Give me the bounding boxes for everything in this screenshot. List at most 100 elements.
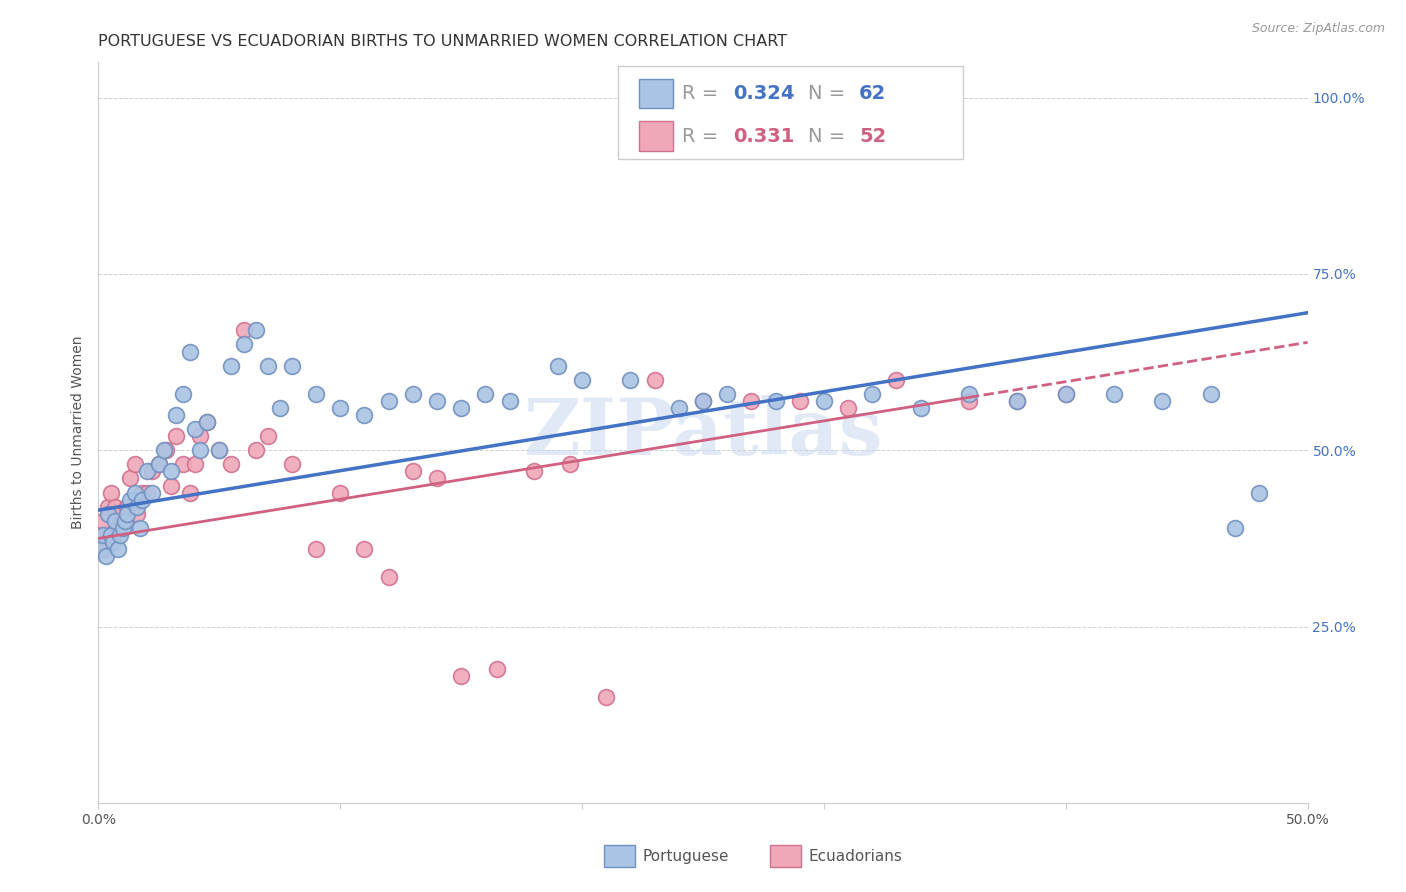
Point — [329, 401, 352, 415]
Point — [160, 464, 183, 478]
Point — [131, 485, 153, 500]
Point — [165, 429, 187, 443]
Point — [789, 393, 811, 408]
Point — [104, 514, 127, 528]
Point — [100, 528, 122, 542]
Text: 62: 62 — [859, 84, 886, 103]
Point — [245, 323, 267, 337]
Point — [886, 373, 908, 387]
Point — [172, 458, 194, 472]
Point — [281, 359, 304, 373]
Point — [128, 521, 150, 535]
Point — [108, 507, 131, 521]
Point — [165, 408, 187, 422]
Point — [188, 429, 211, 443]
Point — [957, 387, 980, 401]
Point — [957, 393, 980, 408]
Point — [547, 359, 569, 373]
Text: ZIPatlas: ZIPatlas — [523, 394, 883, 471]
Point — [1102, 387, 1125, 401]
Point — [208, 443, 231, 458]
Point — [474, 387, 496, 401]
Point — [90, 541, 112, 556]
Point — [1007, 393, 1029, 408]
Point — [107, 541, 129, 556]
Point — [108, 528, 131, 542]
Point — [1054, 387, 1077, 401]
Point — [498, 393, 520, 408]
Point — [135, 464, 157, 478]
Point — [100, 485, 122, 500]
Point — [148, 458, 170, 472]
Text: N =: N = — [808, 127, 852, 145]
Point — [184, 422, 207, 436]
Text: R =: R = — [682, 84, 725, 103]
Point — [813, 393, 835, 408]
Point — [269, 401, 291, 415]
Bar — [638, 78, 673, 109]
Point — [377, 570, 399, 584]
Point — [1199, 387, 1222, 401]
Point — [450, 669, 472, 683]
Point — [127, 507, 149, 521]
Point — [141, 485, 163, 500]
Point — [232, 323, 254, 337]
Text: 52: 52 — [859, 127, 886, 145]
Point — [131, 492, 153, 507]
Text: 0.331: 0.331 — [734, 127, 794, 145]
Point — [692, 393, 714, 408]
Point — [740, 393, 762, 408]
Point — [668, 401, 690, 415]
Point — [111, 514, 134, 528]
Point — [141, 464, 163, 478]
Text: R =: R = — [682, 127, 725, 145]
Point — [245, 443, 267, 458]
Point — [195, 415, 218, 429]
Point — [118, 471, 141, 485]
Point — [195, 415, 218, 429]
Point — [152, 443, 174, 458]
Point — [97, 507, 120, 521]
Point — [90, 528, 112, 542]
Point — [1054, 387, 1077, 401]
Point — [402, 387, 425, 401]
Point — [118, 492, 141, 507]
Point — [91, 528, 114, 542]
Point — [155, 443, 177, 458]
Bar — [769, 845, 801, 867]
Point — [450, 401, 472, 415]
Point — [188, 443, 211, 458]
Point — [148, 458, 170, 472]
Point — [837, 401, 859, 415]
Point — [232, 337, 254, 351]
Point — [558, 458, 581, 472]
Point — [329, 485, 352, 500]
Text: Ecuadorians: Ecuadorians — [808, 848, 903, 863]
Point — [124, 458, 146, 472]
Point — [426, 393, 449, 408]
Bar — [638, 121, 673, 151]
Point — [101, 528, 124, 542]
Point — [91, 514, 114, 528]
Point — [353, 541, 375, 556]
Point — [184, 458, 207, 472]
Point — [135, 485, 157, 500]
Text: Portuguese: Portuguese — [643, 848, 730, 863]
Point — [1249, 485, 1271, 500]
Text: Source: ZipAtlas.com: Source: ZipAtlas.com — [1251, 22, 1385, 36]
Point — [281, 458, 304, 472]
Point — [256, 359, 278, 373]
Point — [1007, 393, 1029, 408]
Point — [114, 514, 136, 528]
Point — [523, 464, 546, 478]
Point — [644, 373, 666, 387]
FancyBboxPatch shape — [619, 66, 963, 159]
Point — [97, 500, 120, 514]
Point — [1152, 393, 1174, 408]
Point — [94, 541, 117, 556]
Point — [716, 387, 738, 401]
Point — [486, 662, 509, 676]
Point — [104, 500, 127, 514]
Point — [860, 387, 883, 401]
Point — [377, 393, 399, 408]
